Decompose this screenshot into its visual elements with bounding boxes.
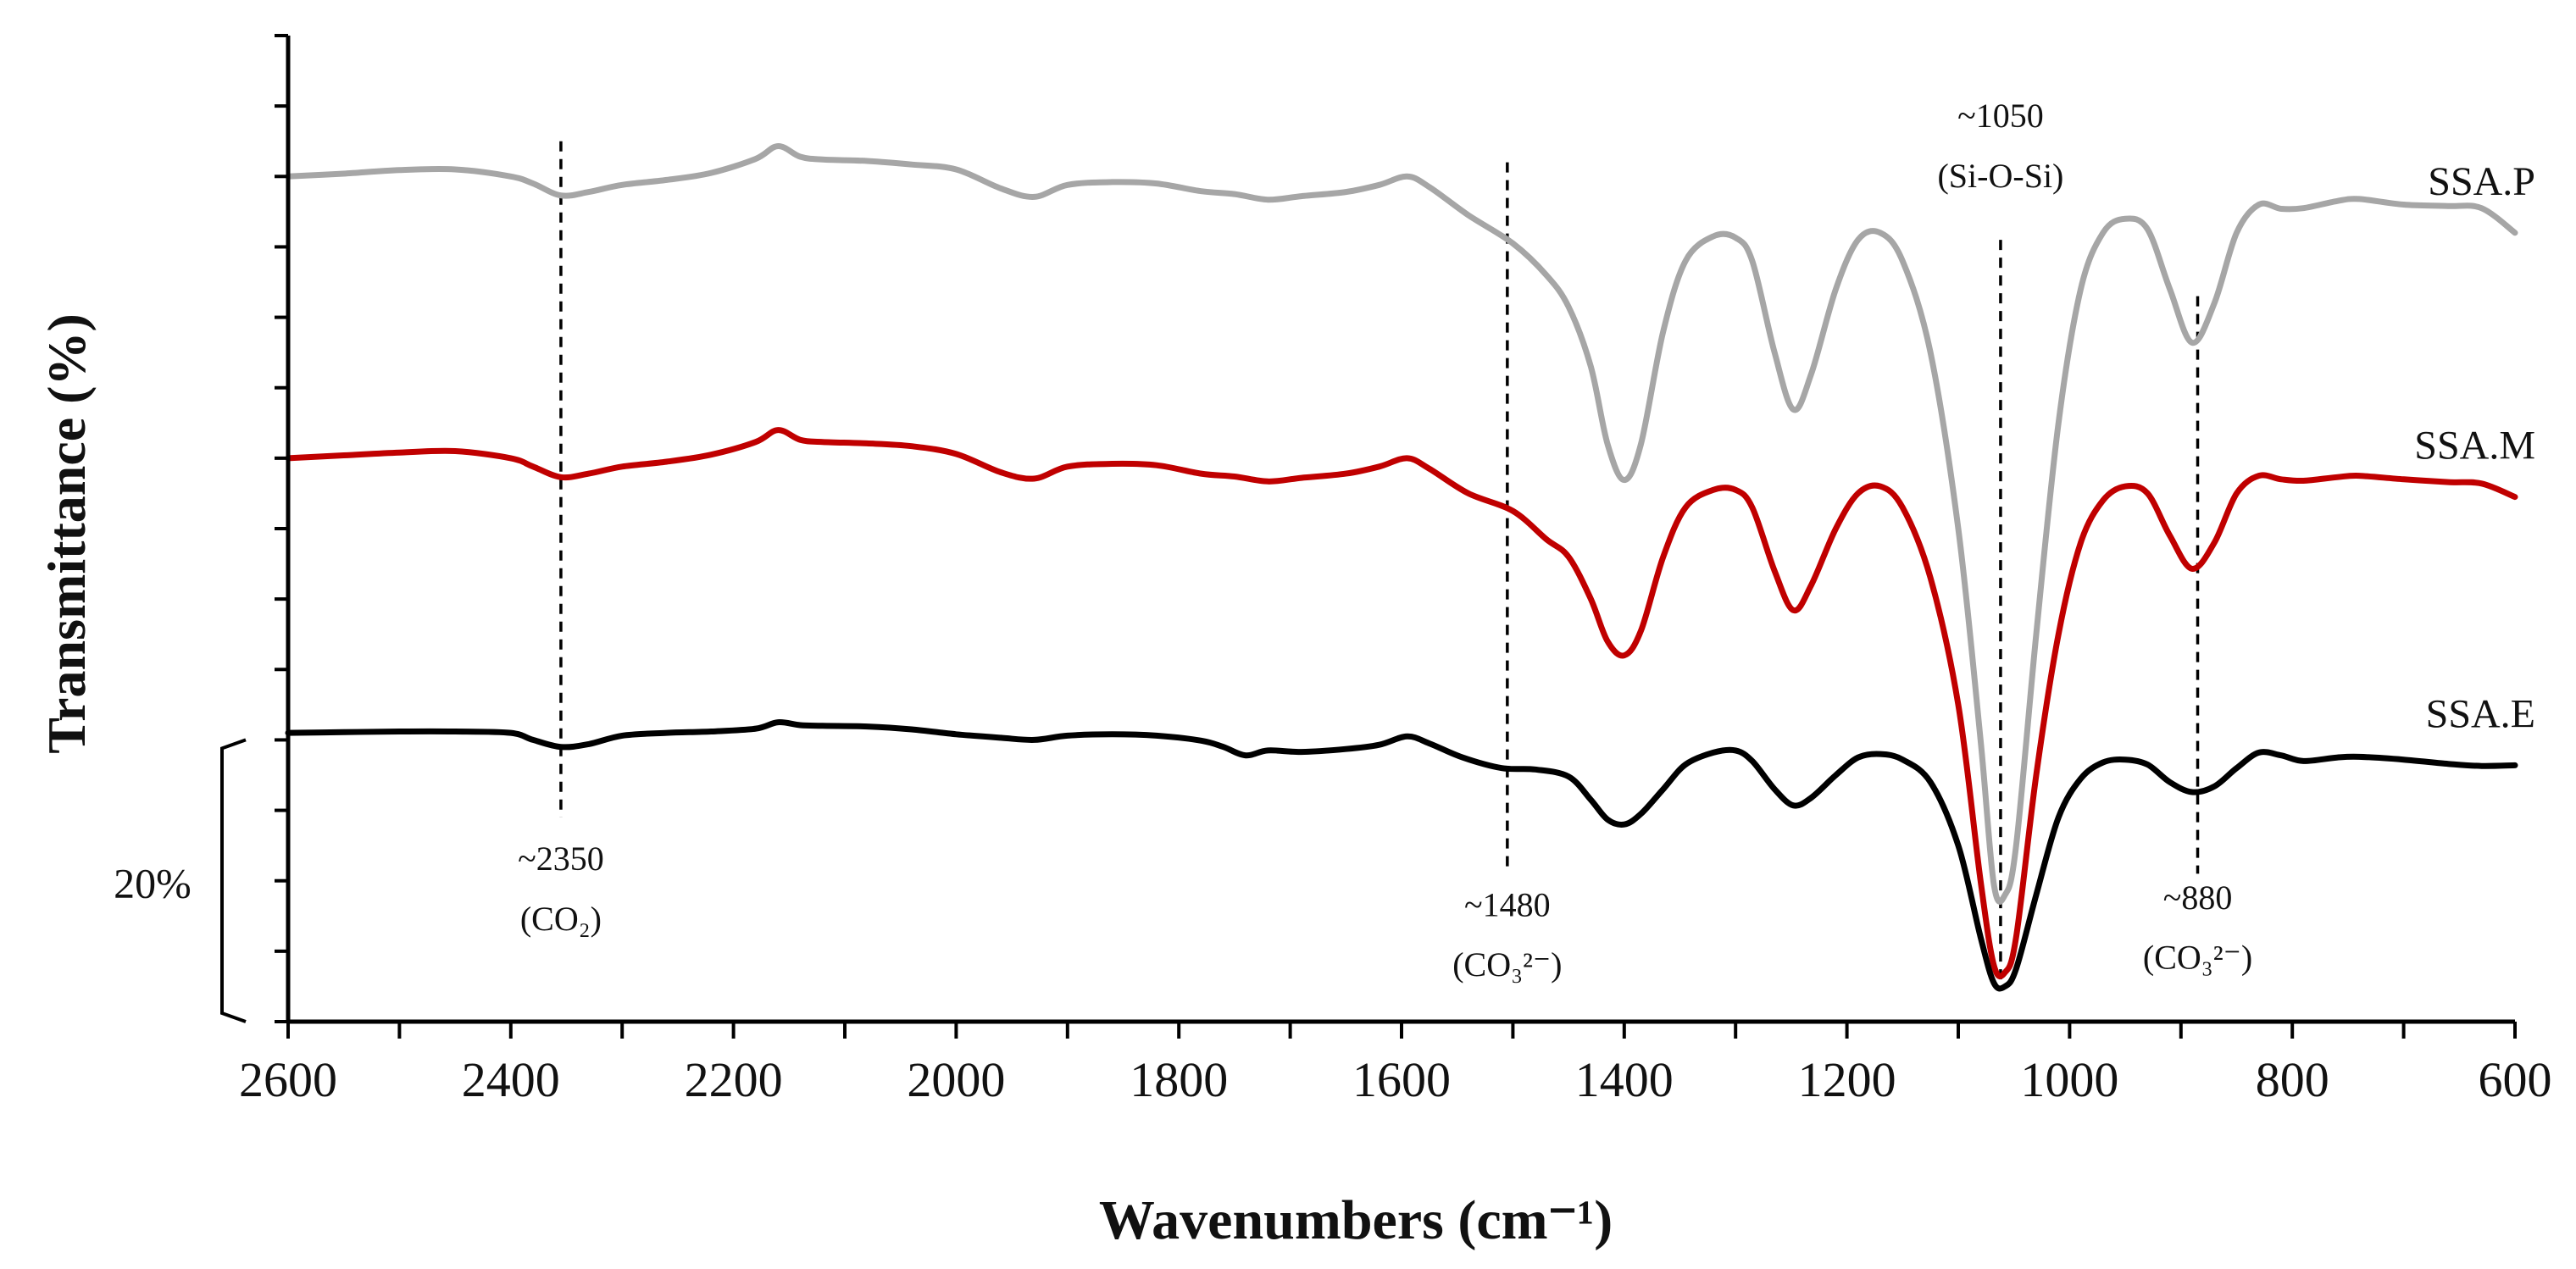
axes: 2600 2400 2200 2000 1800 1600 1400 1200 1000 800 6…: [239, 34, 2552, 1107]
reference-lines: [559, 141, 2200, 987]
x-tick-labels: 2600 2400 2200 2000 1800 1600 1400 1200 1000 800 6…: [239, 1052, 2552, 1107]
annotation-label: ~880: [2163, 878, 2233, 917]
x-tick-label: 1000: [2020, 1052, 2118, 1107]
series-label: SSA.E: [2426, 691, 2535, 736]
scale-bar: 20%: [114, 738, 247, 1023]
x-tick-label: 2600: [239, 1052, 337, 1107]
annotation-label: ~2350: [518, 840, 604, 878]
x-tick-label: 2400: [462, 1052, 560, 1107]
annotations: ~2350 (CO₂) ~1480 (CO₃²⁻) ~1050 (Si-O-Si) ~880…: [518, 97, 2252, 984]
annotation-label: ~1050: [1957, 97, 2044, 135]
series-line-ssa-p: [285, 143, 2518, 905]
annotation-label: ~1480: [1464, 885, 1551, 923]
series-group: [285, 143, 2518, 992]
series-line-ssa-m: [285, 427, 2518, 979]
x-tick-label: 1400: [1575, 1052, 1674, 1107]
x-tick-label: 1800: [1130, 1052, 1228, 1107]
annotation-sublabel: (Si-O-Si): [1937, 157, 2063, 195]
annotation-sublabel: (CO₃²⁻): [1452, 945, 1562, 984]
x-tick-label: 800: [2256, 1052, 2329, 1107]
x-axis-title: Wavenumbers (cm⁻¹): [1099, 1189, 1613, 1251]
series-label: SSA.M: [2414, 424, 2535, 468]
y-axis-title: Transmittance (%): [36, 313, 97, 754]
series-label: SSA.P: [2428, 159, 2535, 204]
y-ticks: [275, 34, 288, 1023]
annotation-sublabel: (CO₃²⁻): [2143, 939, 2252, 977]
x-ticks: [286, 1022, 2517, 1039]
series-labels: SSA.P SSA.M SSA.E: [2414, 159, 2535, 737]
x-tick-label: 600: [2479, 1052, 2552, 1107]
annotation-sublabel: (CO₂): [520, 900, 602, 938]
x-tick-label: 1600: [1352, 1052, 1451, 1107]
scale-bar-label: 20%: [114, 860, 192, 907]
series-line-ssa-e: [285, 719, 2518, 992]
scale-bracket: [220, 738, 247, 1023]
x-tick-label: 2000: [907, 1052, 1005, 1107]
x-tick-label: 2200: [685, 1052, 783, 1107]
x-tick-label: 1200: [1798, 1052, 1896, 1107]
